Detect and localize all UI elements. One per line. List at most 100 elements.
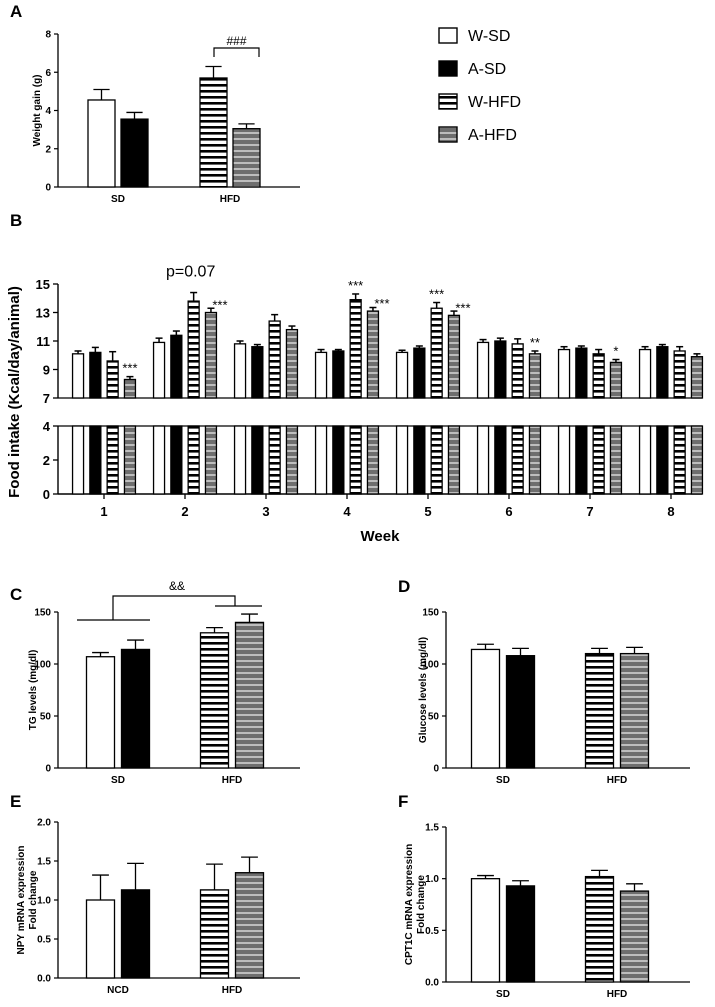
significance-label: *** <box>348 278 363 293</box>
significance-bracket <box>213 47 260 57</box>
bar-a-hfd-hfd <box>619 890 650 983</box>
bar-lower-w-hfd-week-2 <box>187 425 200 495</box>
bar-w-sd-week-3 <box>233 343 247 399</box>
bar-lower-a-sd-week-8 <box>656 425 669 495</box>
bar-w-sd-week-4 <box>314 351 328 399</box>
bar-lower-a-hfd-week-8 <box>690 425 704 495</box>
legend-swatch-a-sd <box>438 60 458 77</box>
panel-letter-b: B <box>10 211 22 230</box>
significance-label: && <box>169 579 185 593</box>
bar-w-hfd-hfd <box>199 889 230 979</box>
bar-lower-a-sd-week-1 <box>89 425 102 495</box>
chart-panel-e: 0.0 0.5 1.0 1.5 2.0 NPY mRNA expressionFold c… <box>16 818 300 996</box>
bar-a-hfd-week-8 <box>690 356 704 399</box>
p-value-label: p=0.07 <box>166 264 215 281</box>
bar-lower-w-hfd-week-7 <box>592 425 605 495</box>
bar-a-sd-week-6 <box>494 340 507 399</box>
y-tick-label: 0 <box>45 764 51 775</box>
legend-label-w-sd: W-SD <box>468 28 510 45</box>
y-tick-label: 15 <box>36 277 50 292</box>
y-axis-label-line: Glucose levels (mg/dl) <box>418 637 429 743</box>
category-label: HFD <box>607 989 628 1000</box>
bar-w-hfd-week-4 <box>349 299 362 399</box>
category-label: HFD <box>607 775 628 786</box>
bar-w-hfd-week-3 <box>268 320 281 399</box>
bar-lower-w-sd-week-5 <box>395 425 409 495</box>
y-tick-label: 100 <box>34 660 51 671</box>
chart-panel-d: 0 50 100 150 Glucose levels (mg/dl) SD HFD <box>418 608 690 786</box>
bar-w-hfd-week-1 <box>106 360 119 399</box>
bar-w-sd-sd <box>470 878 501 983</box>
y-tick-label: 13 <box>36 306 50 321</box>
bar-a-hfd-week-1 <box>123 378 137 399</box>
y-axis-label: Glucose levels (mg/dl) <box>418 637 429 743</box>
x-tick-label: 3 <box>262 504 269 519</box>
bar-w-hfd-hfd <box>199 632 230 769</box>
bar-lower-a-sd-week-3 <box>251 425 264 495</box>
y-axis-label-line: CPT1C mRNA expression <box>404 844 415 965</box>
panel-letter-a: A <box>10 2 22 21</box>
bar-a-sd-sd <box>120 648 151 769</box>
bar-lower-a-hfd-week-6 <box>528 425 542 495</box>
y-tick-label: 2 <box>45 144 51 155</box>
y-tick-label: 100 <box>422 660 439 671</box>
y-axis-label-line: NPY mRNA expression <box>16 846 27 955</box>
bar-w-sd-week-6 <box>476 341 490 399</box>
x-tick-label: 5 <box>424 504 431 519</box>
bar-lower-w-hfd-week-4 <box>349 425 362 495</box>
y-tick-label: 11 <box>36 334 50 349</box>
bar-w-sd-week-7 <box>557 348 571 399</box>
x-tick-label: 7 <box>586 504 593 519</box>
category-label: NCD <box>107 985 129 996</box>
significance-label: * <box>613 344 618 359</box>
bar-lower-w-sd-week-7 <box>557 425 571 495</box>
bar-a-sd-week-7 <box>575 347 588 399</box>
panel-letter-c: C <box>10 585 22 604</box>
category-label: SD <box>111 775 125 786</box>
bar-lower-w-sd-week-3 <box>233 425 247 495</box>
y-tick-label: 0.5 <box>425 926 439 937</box>
significance-label: ### <box>226 34 246 48</box>
y-tick-label: 7 <box>43 391 50 406</box>
y-tick-label: 0 <box>433 764 439 775</box>
bar-lower-w-sd-week-4 <box>314 425 328 495</box>
bar-a-hfd-week-3 <box>285 328 299 399</box>
x-tick-label: 6 <box>505 504 512 519</box>
bar-a-sd-week-4 <box>332 350 345 399</box>
bar-a-hfd-hfd <box>619 652 650 769</box>
bar-lower-a-hfd-week-7 <box>609 425 623 495</box>
bar-lower-a-sd-week-2 <box>170 425 183 495</box>
bar-lower-a-hfd-week-3 <box>285 425 299 495</box>
y-tick-label: 2 <box>43 453 50 468</box>
bar-w-hfd-week-8 <box>673 350 686 399</box>
significance-label: *** <box>455 300 470 315</box>
chart-panel-c: 0 50 100 150 TG levels (mg/dl) SD HFD && <box>28 579 300 786</box>
bar-w-hfd-week-2 <box>187 300 200 399</box>
y-tick-label: 50 <box>428 712 440 723</box>
bar-lower-a-hfd-week-2 <box>204 425 218 495</box>
y-axis-label-line: Weight gain (g) <box>32 74 43 146</box>
bar-a-hfd-hfd <box>234 621 265 769</box>
bar-a-sd-week-2 <box>170 334 183 399</box>
bar-lower-w-hfd-week-3 <box>268 425 281 495</box>
significance-label: ** <box>530 335 540 350</box>
category-label: HFD <box>222 985 243 996</box>
bar-lower-a-hfd-week-1 <box>123 425 137 495</box>
y-tick-label: 0.5 <box>37 935 51 946</box>
bar-lower-w-sd-week-8 <box>638 425 652 495</box>
bar-w-hfd-week-7 <box>592 353 605 399</box>
bar-w-sd-sd <box>87 99 116 188</box>
bar-a-hfd-week-6 <box>528 353 542 399</box>
y-tick-label: 1.0 <box>37 896 51 907</box>
y-tick-label: 8 <box>45 30 51 41</box>
x-tick-label: 2 <box>181 504 188 519</box>
bar-a-hfd-hfd <box>234 872 265 979</box>
y-tick-label: 4 <box>45 106 51 117</box>
y-tick-label: 150 <box>422 608 439 619</box>
bar-a-hfd-week-5 <box>447 314 461 399</box>
x-tick-label: 8 <box>667 504 674 519</box>
bar-a-hfd-hfd <box>232 128 261 188</box>
y-tick-label: 4 <box>43 419 51 434</box>
y-tick-label: 0.0 <box>425 978 439 989</box>
